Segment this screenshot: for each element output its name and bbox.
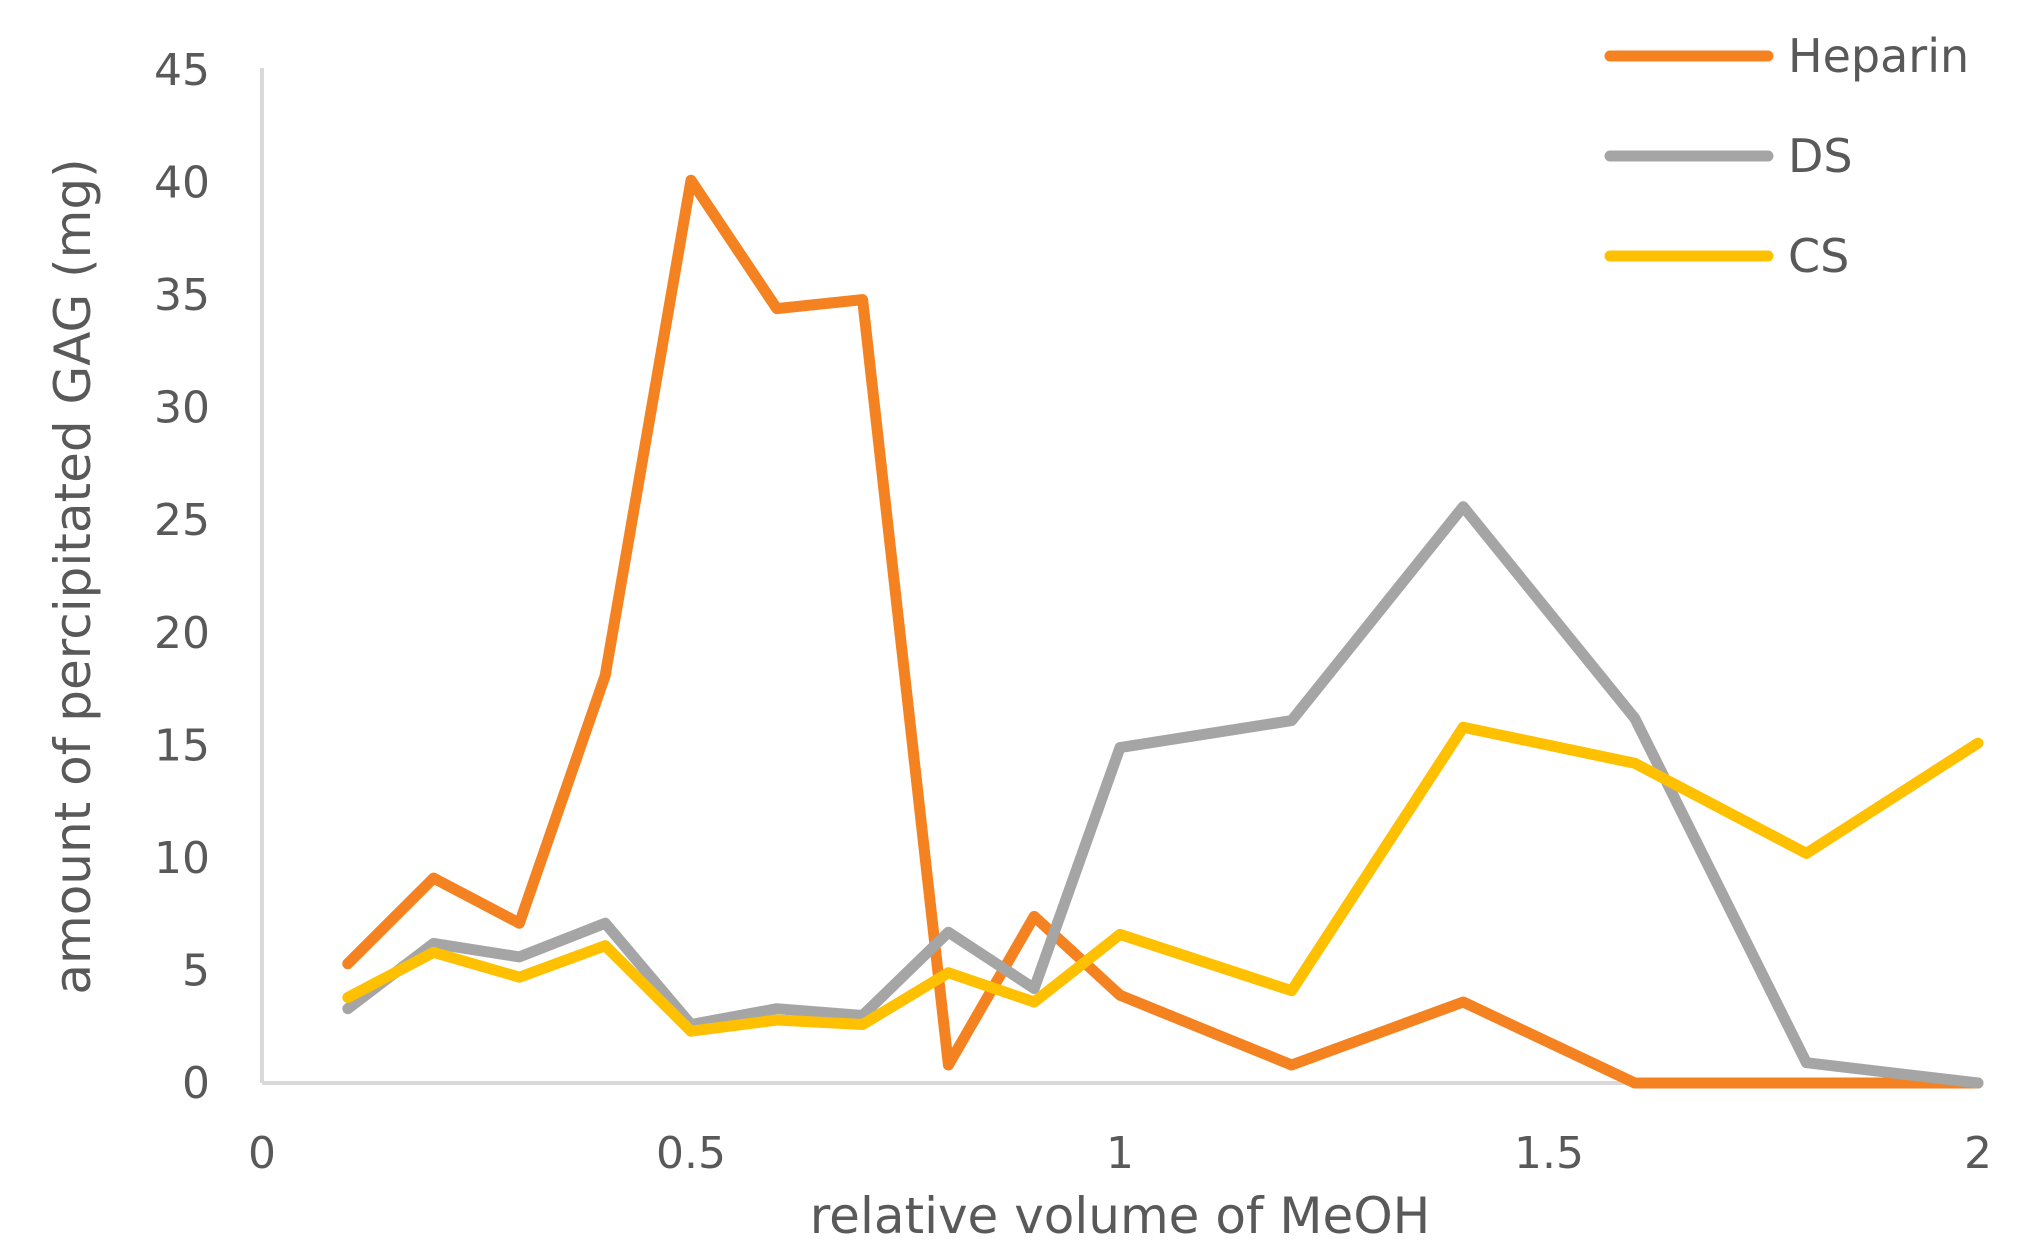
y-tick-label: 35	[154, 270, 210, 321]
legend-label-heparin: Heparin	[1788, 29, 1969, 83]
x-tick-label: 1.5	[1514, 1128, 1584, 1179]
y-tick-label: 30	[154, 383, 210, 434]
series-line-cs	[342, 721, 1984, 1037]
x-axis-title: relative volume of MeOH	[810, 1187, 1431, 1245]
y-tick-label: 40	[154, 158, 210, 209]
x-axis-ticks: 0 0.5 1 1.5 2	[248, 1128, 1992, 1179]
y-tick-label: 20	[154, 608, 210, 659]
x-tick-label: 0	[248, 1128, 276, 1179]
y-tick-label: 45	[154, 45, 210, 96]
y-axis-title: amount of percipitated GAG (mg)	[44, 158, 102, 994]
legend-label-ds: DS	[1788, 129, 1853, 183]
y-tick-label: 10	[154, 833, 210, 884]
y-tick-label: 5	[182, 945, 210, 996]
y-axis-ticks: 0 5 10 15 20 25 30 35 40 45	[154, 45, 210, 1109]
x-tick-label: 0.5	[656, 1128, 726, 1179]
x-tick-label: 1	[1106, 1128, 1134, 1179]
series-line-ds	[342, 501, 1984, 1089]
y-tick-label: 25	[154, 495, 210, 546]
series-line-heparin	[342, 174, 1984, 1089]
series-lines	[342, 174, 1984, 1089]
y-tick-label: 15	[154, 720, 210, 771]
y-tick-label: 0	[182, 1058, 210, 1109]
legend-label-cs: CS	[1788, 229, 1849, 283]
legend: Heparin DS CS	[1604, 29, 1969, 283]
x-tick-label: 2	[1964, 1128, 1992, 1179]
